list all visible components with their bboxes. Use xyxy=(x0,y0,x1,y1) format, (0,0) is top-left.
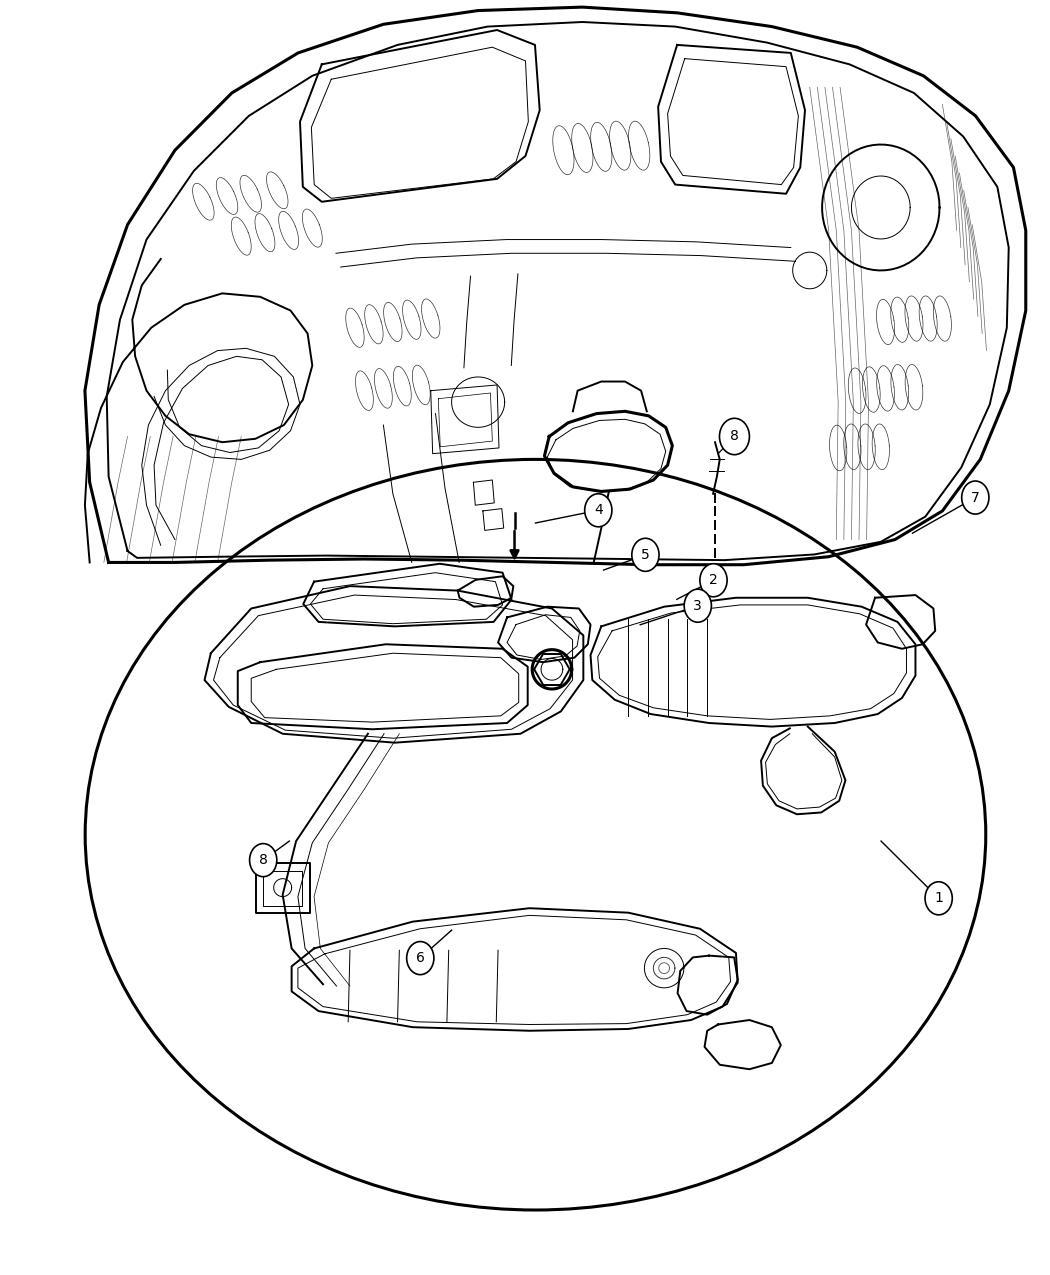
Circle shape xyxy=(585,493,612,527)
Circle shape xyxy=(925,882,952,915)
Text: 3: 3 xyxy=(693,599,702,613)
Circle shape xyxy=(700,564,727,597)
Circle shape xyxy=(685,589,712,622)
Text: 5: 5 xyxy=(642,548,650,562)
Text: 6: 6 xyxy=(416,951,424,965)
Text: 1: 1 xyxy=(934,891,943,905)
Circle shape xyxy=(250,844,277,877)
Text: 2: 2 xyxy=(709,574,718,588)
Circle shape xyxy=(962,481,989,514)
Circle shape xyxy=(719,418,750,455)
Circle shape xyxy=(632,538,659,571)
Text: 7: 7 xyxy=(971,491,980,505)
Ellipse shape xyxy=(85,459,986,1210)
Circle shape xyxy=(406,941,434,974)
Text: 8: 8 xyxy=(258,853,268,867)
Text: 8: 8 xyxy=(730,430,739,444)
Text: 4: 4 xyxy=(594,504,603,518)
